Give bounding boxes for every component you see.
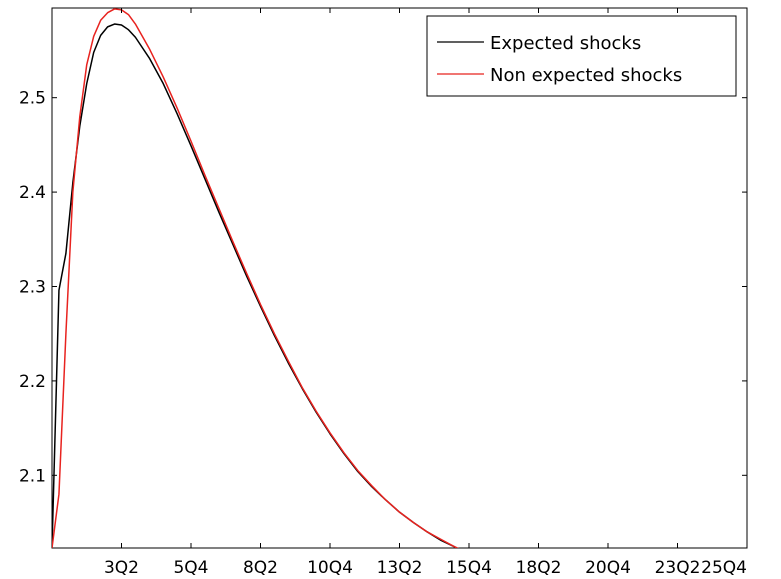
legend-label-non-expected-shocks: Non expected shocks (490, 65, 682, 86)
series-line-non-expected-shocks (52, 8, 459, 548)
x-tick-label: 23Q2 (655, 558, 701, 578)
legend-label-expected-shocks: Expected shocks (490, 33, 641, 54)
y-tick-label: 2.2 (19, 372, 46, 392)
y-tick-label: 2.5 (19, 89, 46, 109)
x-tick-label: 20Q4 (585, 558, 631, 578)
x-tick-label: 5Q4 (173, 558, 208, 578)
x-axis: 3Q2 5Q4 8Q2 10Q4 13Q2 15Q4 18Q2 20Q4 23Q2 25Q4 (104, 8, 748, 578)
y-tick-label: 2.1 (19, 466, 46, 486)
x-tick-label: 25Q4 (701, 558, 747, 578)
legend: Expected shocks Non expected shocks (426, 15, 737, 97)
x-tick-label: 10Q4 (307, 558, 353, 578)
series-layer (52, 8, 459, 548)
x-tick-label: 3Q2 (104, 558, 139, 578)
legend-box (426, 15, 737, 97)
x-tick-label: 13Q2 (377, 558, 423, 578)
x-tick-label: 15Q4 (446, 558, 492, 578)
x-tick-label: 8Q2 (243, 558, 278, 578)
series-line-expected-shocks (52, 23, 459, 548)
x-tick-label: 18Q2 (516, 558, 562, 578)
y-tick-label: 2.3 (19, 277, 46, 297)
y-tick-label: 2.4 (19, 183, 46, 203)
y-axis: 2.1 2.2 2.3 2.4 2.5 (19, 89, 747, 486)
